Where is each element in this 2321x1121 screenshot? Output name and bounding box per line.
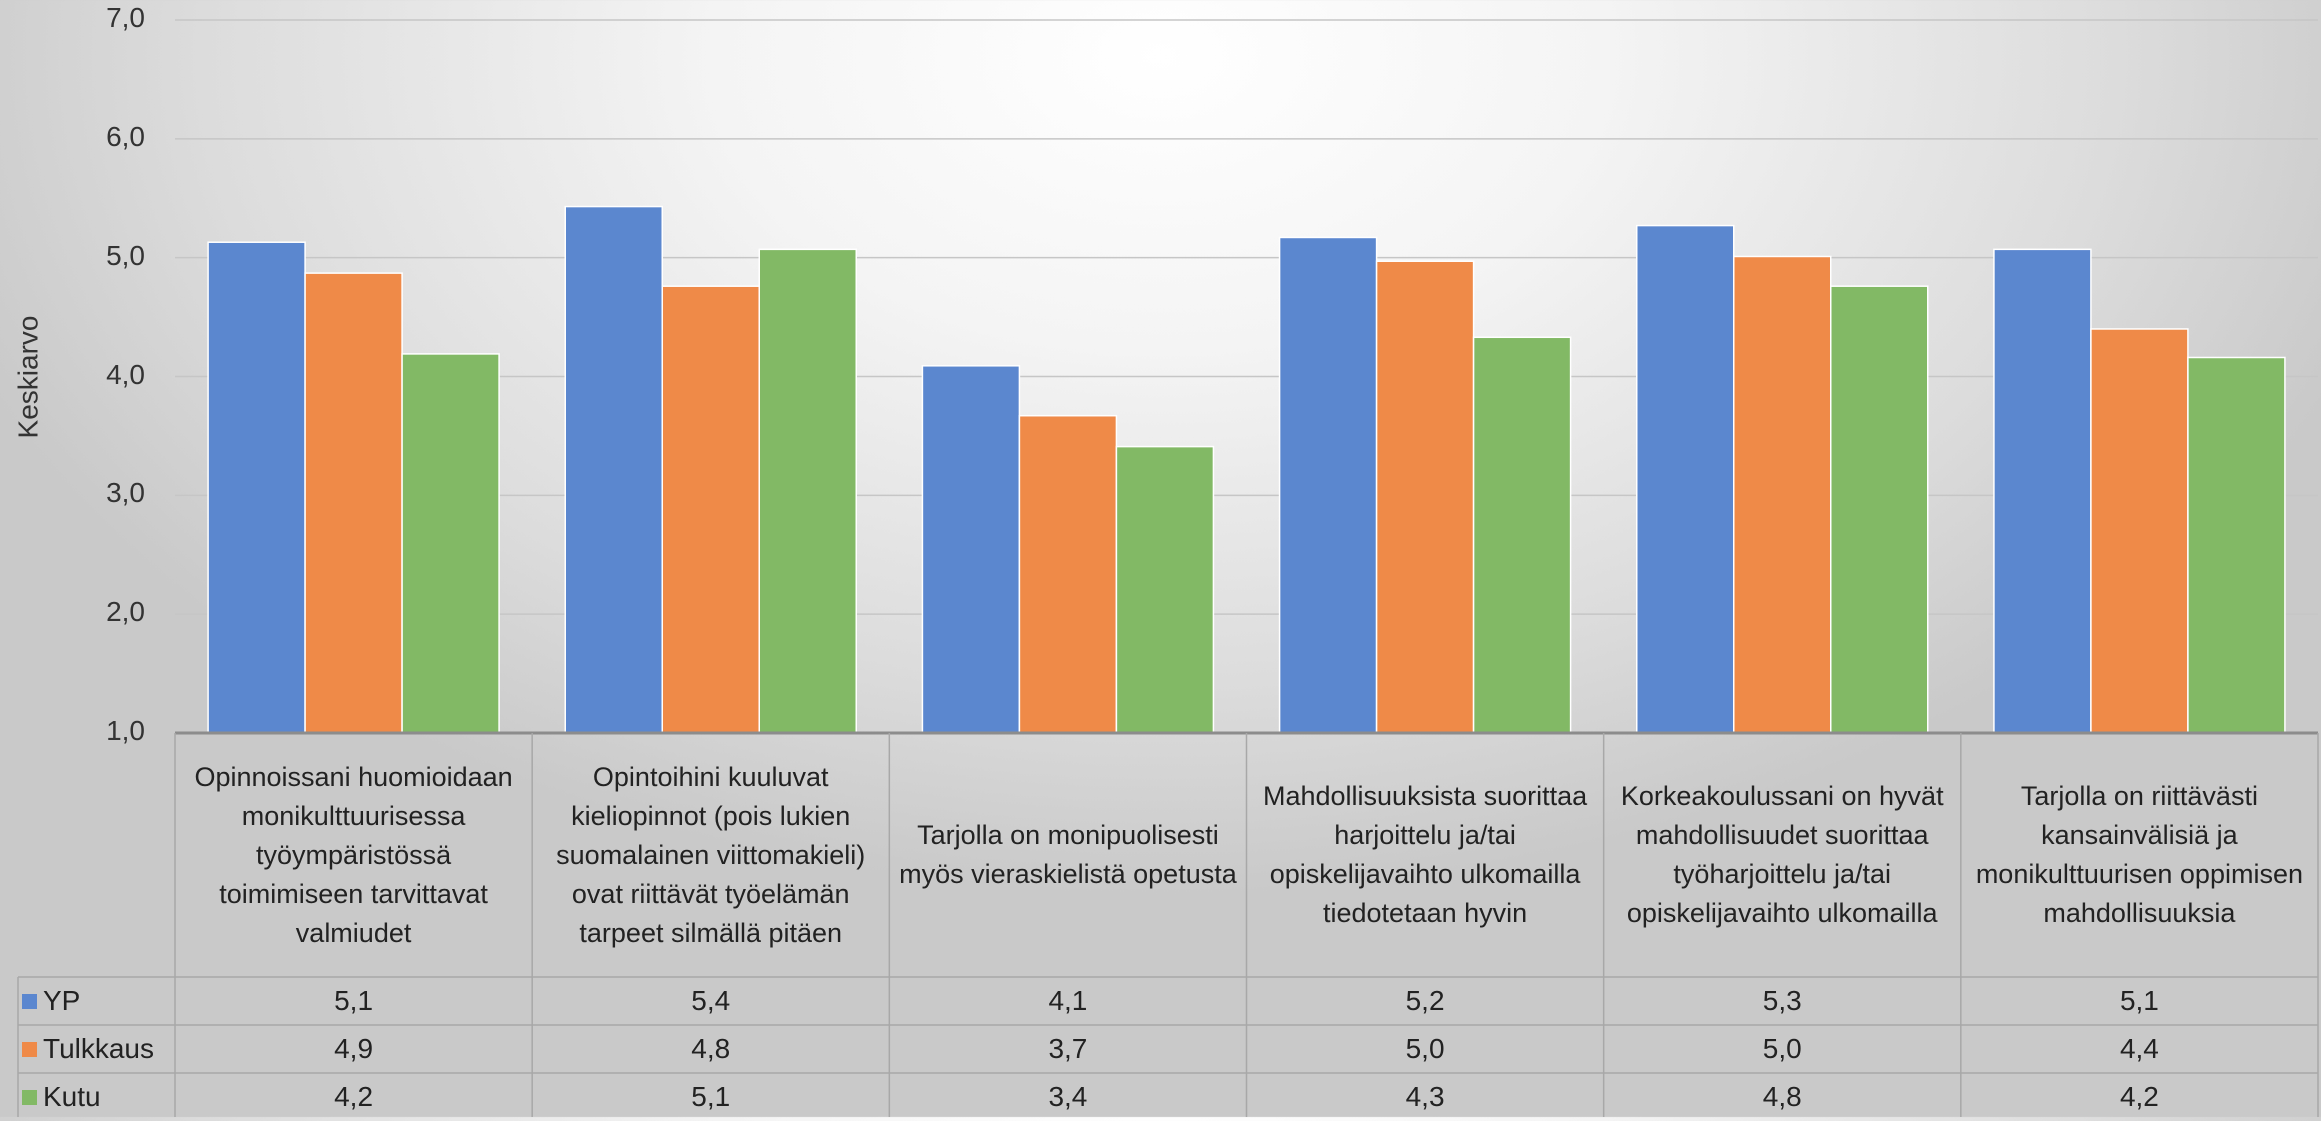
data-label: 4,3: [1405, 1081, 1445, 1112]
data-label: 4,1: [1048, 985, 1088, 1016]
data-label: 3,4: [1048, 1081, 1088, 1112]
data-label: 5,0: [1405, 1033, 1445, 1064]
y-tick-label: 4,0: [106, 358, 145, 390]
category-label: Opintoihini kuuluvat kieliopinnot (pois …: [556, 761, 866, 948]
data-label: 3,7: [1048, 1033, 1088, 1064]
data-label: 4,8: [1762, 1081, 1802, 1112]
data-label: 5,2: [1405, 985, 1445, 1016]
data-label: 4,9: [334, 1033, 374, 1064]
legend-entry-yp: YP: [22, 977, 80, 1025]
data-label: 4,2: [334, 1081, 374, 1112]
bar-kutu-3: [1115, 445, 1215, 734]
bar-kutu-2: [758, 248, 857, 734]
category-label: Opinnoissani huomioidaan monikulttuurise…: [194, 761, 513, 948]
category-label: Mahdollisuuksista suorittaa harjoittelu …: [1262, 781, 1588, 928]
data-label: 5,3: [1762, 985, 1802, 1016]
y-tick-label: 2,0: [106, 596, 145, 628]
bar-tulkkaus-2: [661, 285, 760, 734]
data-label: 5,1: [2119, 985, 2159, 1016]
bar-kutu-6: [2187, 356, 2286, 734]
bar-yp-3: [921, 365, 1021, 734]
bar-tulkkaus-6: [2090, 328, 2189, 734]
legend-entry-tulkkaus: Tulkkaus: [22, 1025, 154, 1073]
y-tick-label: 1,0: [106, 715, 145, 746]
data-label: 5,0: [1762, 1033, 1802, 1064]
data-label: 4,8: [691, 1033, 731, 1064]
legend-swatch: [22, 1041, 37, 1057]
bar-kutu-4: [1472, 336, 1572, 734]
y-tick-label: 6,0: [106, 120, 145, 152]
category-label: Tarjolla on monipuolisesti myös vieraski…: [899, 820, 1237, 889]
bar-yp-4: [1278, 236, 1378, 734]
bar-yp-6: [1993, 248, 2092, 734]
gridlines: [175, 19, 2318, 615]
legend-label: Tulkkaus: [43, 1033, 155, 1064]
bar-tulkkaus-1: [304, 272, 403, 734]
data-label: 5,1: [334, 985, 374, 1016]
data-table-lines: [17, 731, 2319, 1117]
category-label: Korkeakoulussani on hyvät mahdollisuudet…: [1620, 781, 1944, 928]
category-label: Tarjolla on riittävästi kansainvälisiä j…: [1975, 781, 2303, 928]
bar-yp-2: [564, 205, 663, 734]
data-label: 5,1: [691, 1081, 731, 1112]
bar-kutu-1: [401, 353, 500, 734]
bar-kutu-5: [1830, 285, 1929, 734]
bars: [207, 205, 2286, 734]
y-tick-label: 3,0: [106, 477, 145, 509]
bar-tulkkaus-3: [1018, 414, 1118, 734]
data-label: 5,4: [691, 985, 731, 1016]
bar-tulkkaus-5: [1733, 255, 1832, 734]
bar-yp-5: [1636, 224, 1735, 734]
y-tick-label: 5,0: [106, 239, 145, 271]
legend-swatch: [22, 1089, 37, 1105]
legend-swatch: [22, 993, 37, 1009]
y-tick-label: 7,0: [106, 2, 145, 33]
bar-yp-1: [207, 241, 306, 734]
bar-tulkkaus-4: [1375, 260, 1475, 734]
legend-label: YP: [43, 985, 81, 1016]
data-label: 4,2: [2119, 1081, 2159, 1112]
legend-entry-kutu: Kutu: [22, 1073, 101, 1121]
legend-label: Kutu: [43, 1081, 101, 1112]
data-label: 4,4: [2119, 1033, 2159, 1064]
